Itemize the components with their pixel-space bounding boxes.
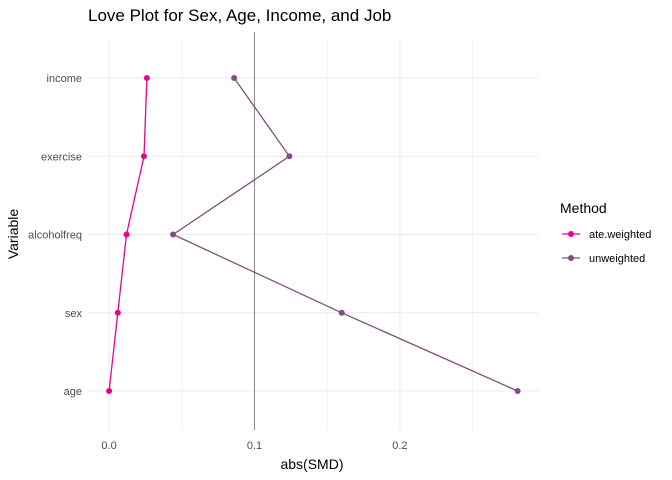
data-point-ate.weighted-alcoholfreq [123, 231, 130, 238]
y-tick-label: alcoholfreq [28, 230, 82, 242]
legend-title: Method [560, 200, 607, 216]
y-tick-label: age [64, 386, 82, 398]
axis-ticks: income exercise alcoholfreq sex age 0.0 0.1 0.2 [28, 73, 407, 452]
legend-label: unweighted [589, 253, 645, 265]
chart-title: Love Plot for Sex, Age, Income, and Job [88, 6, 391, 25]
x-tick-label: 0.2 [392, 440, 407, 452]
y-tick-label: income [47, 73, 82, 85]
data-point-unweighted-age [514, 388, 521, 394]
legend-key-point [568, 255, 574, 261]
data-point-unweighted-alcoholfreq [170, 231, 177, 238]
plot-grid [88, 40, 538, 430]
data-point-ate.weighted-exercise [140, 153, 147, 160]
data-point-ate.weighted-sex [114, 309, 121, 316]
data-point-ate.weighted-income [143, 75, 150, 81]
x-tick-label: 0.1 [247, 440, 262, 452]
x-axis-title: abs(SMD) [280, 456, 343, 472]
y-axis-title: Variable [5, 209, 21, 260]
legend-label: ate.weighted [589, 229, 651, 241]
data-point-unweighted-sex [338, 309, 345, 316]
y-tick-label: exercise [41, 151, 82, 163]
data-point-unweighted-income [231, 75, 238, 81]
data-point-unweighted-exercise [286, 153, 293, 160]
data-point-ate.weighted-age [106, 388, 113, 394]
x-tick-label: 0.0 [101, 440, 116, 452]
legend-key-point [568, 231, 574, 237]
series-lines [106, 75, 521, 394]
y-tick-label: sex [65, 308, 83, 320]
legend: Method ate.weighted unweighted [560, 200, 651, 265]
